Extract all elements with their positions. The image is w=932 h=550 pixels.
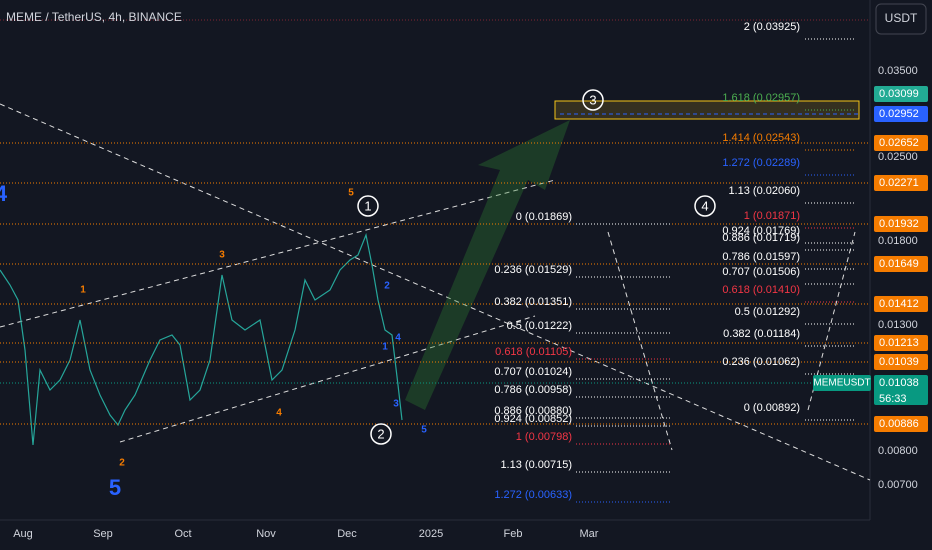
wave-circle: [582, 89, 604, 111]
wave-label: 2: [384, 281, 390, 292]
price-tag-label: 0.01932: [879, 218, 919, 230]
price-tag: [874, 416, 928, 432]
wave-label: 2: [377, 426, 384, 441]
price-tag-label: 0.01213: [879, 337, 919, 349]
fib-label: 2 (0.03925): [744, 21, 800, 33]
trend-line: [119, 315, 536, 443]
fib-label: 0.786 (0.01597): [722, 251, 800, 263]
price-axis-label: 0.02500: [878, 151, 918, 163]
fib-label: 1.13 (0.00715): [500, 459, 572, 471]
time-axis-label: Dec: [337, 528, 357, 540]
fib-label: 1 (0.00798): [516, 431, 572, 443]
fib-label: 0.924 (0.01769): [722, 225, 800, 237]
time-axis-label: Nov: [256, 528, 276, 540]
fib-label: 1.414 (0.02543): [722, 132, 800, 144]
fib-label: 0.707 (0.01024): [494, 366, 572, 378]
fib-label: 0 (0.00892): [744, 402, 800, 414]
fib-label: 0.886 (0.01719): [722, 232, 800, 244]
price-tag-label: 0.02271: [879, 177, 919, 189]
time-axis-label: 2025: [419, 528, 443, 540]
wave-label: 5: [109, 475, 121, 500]
price-tag: [874, 175, 928, 191]
fib-label: 0 (0.01869): [516, 211, 572, 223]
price-tag-label: 0.01039: [879, 356, 919, 368]
wave-label: 1: [382, 342, 388, 353]
price-tag: [874, 354, 928, 370]
wave-label: 3: [219, 250, 225, 261]
fib-label: 0.886 (0.00880): [494, 405, 572, 417]
time-axis-label: Aug: [13, 528, 33, 540]
fib-label: 0.786 (0.00958): [494, 384, 572, 396]
fib-label: 0.5 (0.01292): [735, 306, 800, 318]
currency-label: USDT: [885, 11, 918, 25]
price-tag: [874, 86, 928, 102]
fib-label: 1 (0.01871): [744, 210, 800, 222]
symbol-tag: [813, 375, 871, 391]
trend-line: [607, 231, 673, 451]
fib-label: 1.272 (0.00633): [494, 489, 572, 501]
price-tag: [874, 296, 928, 312]
time-axis-label: Sep: [93, 528, 113, 540]
price-axis-label: 0.03500: [878, 65, 918, 77]
fib-label: 0.236 (0.01062): [722, 356, 800, 368]
wave-label: 1: [80, 285, 86, 296]
fib-label: 0.618 (0.01105): [495, 346, 572, 358]
trend-line: [0, 179, 556, 328]
price-tag: [874, 256, 928, 272]
price-series: [0, 232, 403, 446]
countdown: 56:33: [879, 393, 907, 405]
time-axis-label: Feb: [504, 528, 523, 540]
price-tag-label: 0.01412: [879, 298, 919, 310]
wave-label: 4: [0, 181, 8, 206]
wave-label: 2: [119, 458, 125, 469]
target-box: [554, 100, 860, 120]
symbol-tag-label: MEMEUSDT: [813, 378, 870, 389]
price-tag: [874, 106, 928, 122]
wave-circle: [370, 423, 392, 445]
wave-label: 4: [276, 408, 282, 419]
wave-label: 3: [393, 399, 399, 410]
price-tag-label: 0.03099: [879, 88, 919, 100]
fib-label: 0.618 (0.01410): [722, 284, 800, 296]
wave-circle: [694, 195, 716, 217]
wave-label: 5: [421, 425, 427, 436]
wave-label: 5: [348, 188, 354, 199]
price-tag-label: 0.02652: [879, 137, 919, 149]
price-tag: [874, 335, 928, 351]
price-tag-label: 0.01038: [879, 377, 919, 389]
price-tag-label: 0.01649: [879, 258, 919, 270]
price-tag: [874, 216, 928, 232]
fib-label: 0.236 (0.01529): [494, 264, 572, 276]
price-axis-label: 0.00700: [878, 479, 918, 491]
wave-label: 1: [364, 198, 371, 213]
wave-label: 4: [395, 333, 401, 344]
fib-label: 1.13 (0.02060): [728, 185, 800, 197]
price-axis-label: 0.01300: [878, 319, 918, 331]
wave-circle: [357, 195, 379, 217]
time-axis-label: Mar: [580, 528, 599, 540]
fib-label: 0.382 (0.01351): [494, 296, 572, 308]
fib-label: 0.707 (0.01506): [722, 266, 800, 278]
fib-label: 1.618 (0.02957): [722, 92, 800, 104]
currency-button[interactable]: [875, 3, 927, 35]
price-tag: [874, 135, 928, 151]
wave-label: 3: [589, 92, 596, 107]
price-axis-label: 0.01800: [878, 235, 918, 247]
wave-label: 4: [701, 198, 708, 213]
trend-line: [0, 103, 871, 481]
projection-arrow: [405, 120, 570, 410]
fib-label: 0.382 (0.01184): [723, 328, 800, 340]
symbol-title: MEME / TetherUS, 4h, BINANCE: [6, 10, 182, 24]
time-axis-label: Oct: [174, 528, 191, 540]
fib-label: 1.272 (0.02289): [722, 157, 800, 169]
price-tag-label: 0.02952: [879, 108, 919, 120]
fib-label: 0.5 (0.01222): [507, 320, 572, 332]
fib-label: 0.924 (0.00852): [494, 413, 572, 425]
price-tag-label: 0.00886: [879, 418, 919, 430]
price-tag: [874, 375, 928, 405]
price-axis-label: 0.00800: [878, 445, 918, 457]
